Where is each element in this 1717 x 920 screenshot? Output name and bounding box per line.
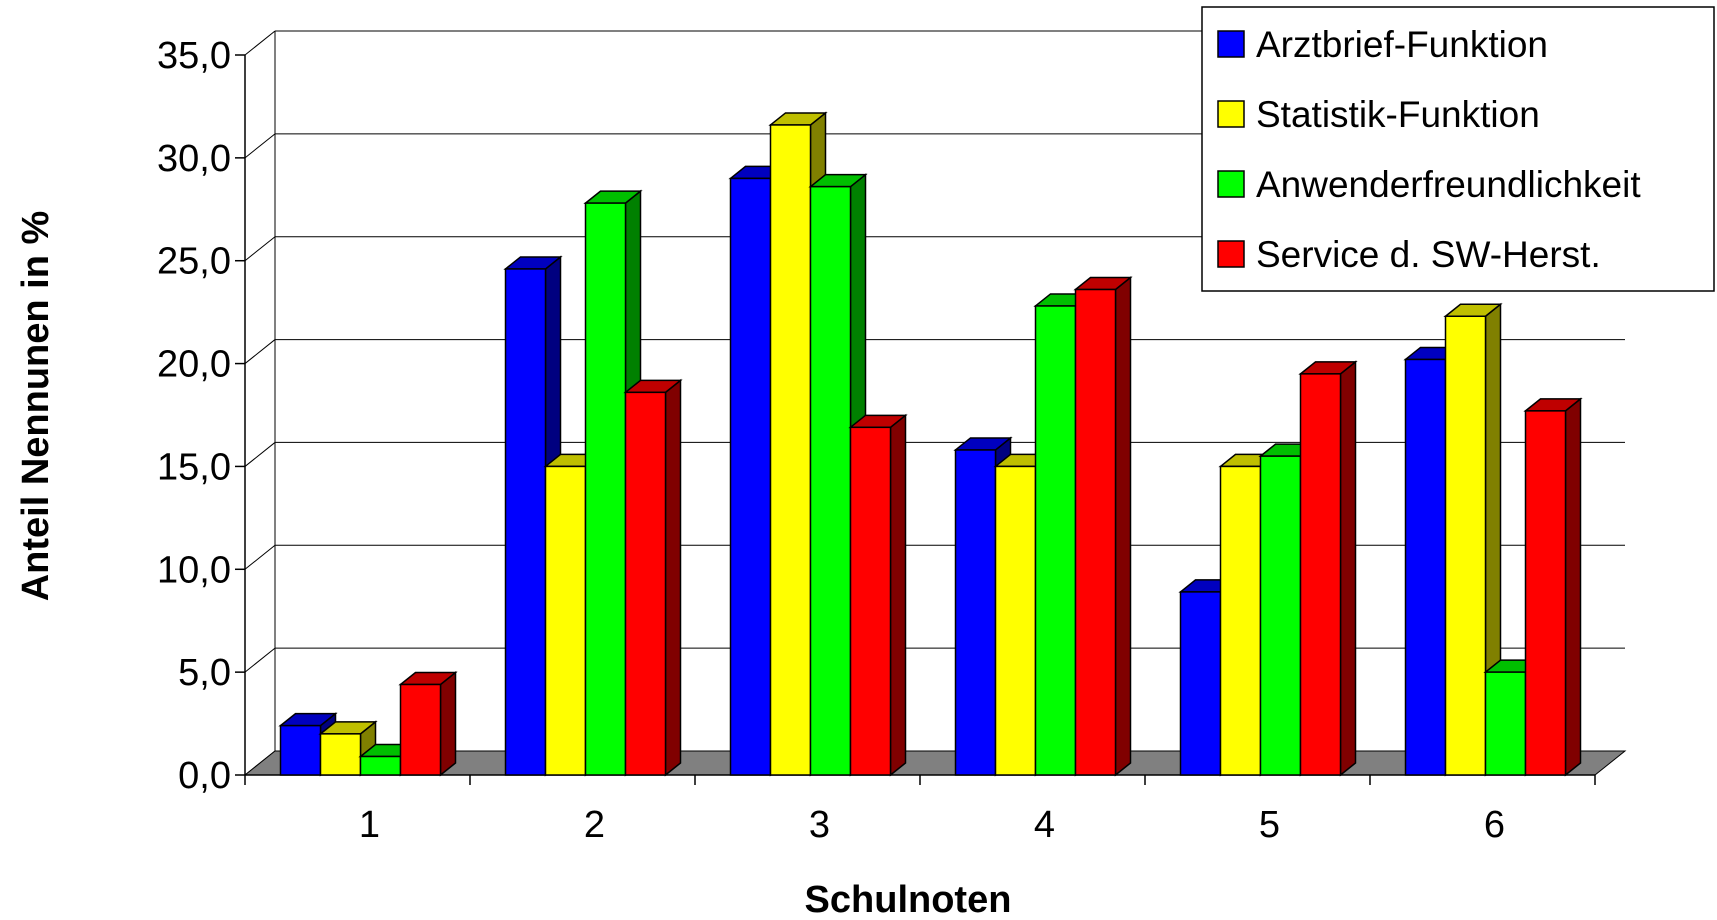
x-tick-label: 1 [359,804,380,846]
wall-gridline [244,133,276,159]
legend-label: Anwenderfreundlichkeit [1256,164,1641,205]
y-tick-label: 20,0 [157,344,231,386]
bar [1073,275,1133,777]
bar-side [889,413,907,777]
y-tick-label: 15,0 [157,446,231,488]
bar-front [319,733,362,776]
wall-gridline [244,544,276,570]
x-tick-label: 4 [1034,804,1055,846]
wall-gridline [244,30,276,56]
bar-front [769,124,812,776]
bar [1523,397,1583,777]
legend-label: Statistik-Funktion [1256,94,1540,135]
bar-side [439,670,457,777]
y-tick-label: 5,0 [178,652,231,694]
bar-side [1564,397,1582,777]
bar-front [809,185,852,776]
legend-label: Service d. SW-Herst. [1256,234,1601,275]
bar-side [1114,275,1132,777]
y-tick-label: 30,0 [157,138,231,180]
wall-gridline [244,236,276,262]
bar [398,670,458,777]
bar-front [544,465,587,776]
y-tick-label: 35,0 [157,35,231,77]
legend-swatch [1217,240,1245,268]
bar [1443,302,1503,777]
bar-front [1524,410,1567,776]
wall-gridline [244,442,276,467]
bar-front [504,268,547,776]
y-tick-label: 25,0 [157,241,231,283]
tick-labels: 0,0 5,0 10,0 15,0 20,0 25,0 30,0 35,0 1 2 3 4 5 6 [157,35,1505,846]
bar-front [1034,305,1077,776]
y-tick-label: 0,0 [178,755,231,797]
bar-front [359,755,402,776]
wall-gridline [244,339,276,364]
x-tick-label: 3 [809,804,830,846]
bar-front [729,177,772,776]
bar-front [954,449,997,776]
y-axis-title: Anteil Nennunen in % [15,211,57,602]
bar-side [664,378,682,777]
bar [623,378,683,777]
legend: Arztbrief-Funktion Statistik-Funktion Anwe… [1201,6,1715,292]
bar-front [279,724,322,776]
axes [235,31,1596,785]
bar-front [994,465,1037,776]
bar-front [1219,465,1262,776]
bars [278,111,1583,777]
bar [1258,442,1318,777]
legend-swatch [1217,170,1245,198]
bar-front [1444,315,1487,776]
bar-front [1259,455,1302,776]
bar-front [1074,288,1117,776]
bar-front [624,391,667,776]
bar [1298,360,1358,777]
bar-front [584,202,627,776]
legend-swatch [1217,100,1245,128]
x-tick-label: 2 [584,804,605,846]
bar-front [1484,671,1527,776]
bar [848,413,908,777]
bar-side [1339,360,1357,777]
wall-gridline [244,647,276,673]
bar-front [1404,358,1447,776]
bar-front [399,683,442,776]
legend-box [1201,6,1715,292]
y-tick-label: 10,0 [157,549,231,591]
x-axis-title: Schulnoten [805,879,1012,920]
x-tick-label: 5 [1259,804,1280,846]
bar-front [849,426,892,776]
legend-swatch [1217,30,1245,58]
x-tick-label: 6 [1484,804,1505,846]
bar-front [1299,373,1342,776]
bar-front [1179,591,1222,776]
legend-label: Arztbrief-Funktion [1256,24,1548,65]
